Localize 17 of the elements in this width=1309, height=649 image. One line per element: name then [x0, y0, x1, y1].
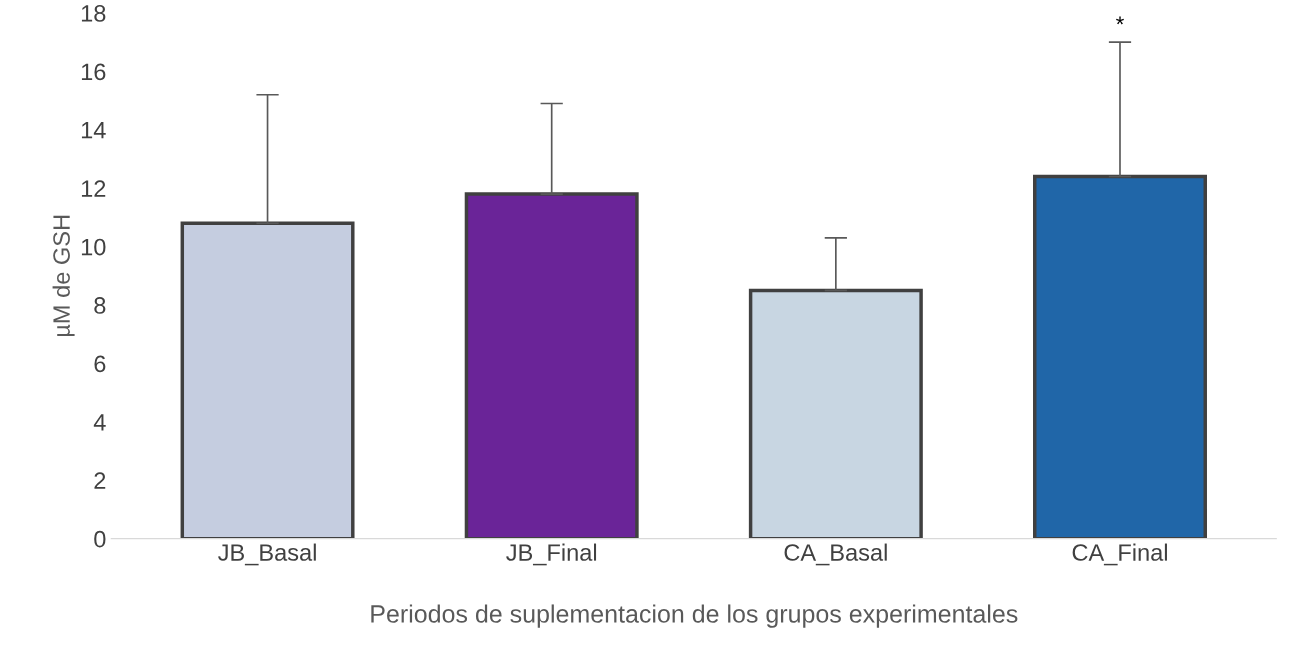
y-tick-label: 16	[81, 63, 106, 81]
x-tick-label: JB_Basal	[218, 543, 316, 566]
x-tick-label: CA_Final	[1072, 543, 1167, 566]
x-tick-label: CA_Basal	[784, 543, 887, 566]
y-tick-label: 8	[94, 297, 106, 314]
y-tick-label: 6	[94, 355, 106, 373]
x-axis-title: Periodos de suplementacion de los grupos experimentales	[371, 604, 1018, 628]
x-tick-label: JB_Final	[506, 543, 597, 566]
y-tick-label: 4	[93, 414, 106, 431]
annotation: *	[1116, 16, 1124, 25]
y-tick-label: 14	[81, 122, 106, 139]
y-tick-label: 0	[94, 530, 106, 548]
y-tick-label: 2	[94, 472, 106, 489]
y-tick-label: 10	[81, 238, 106, 256]
y-tick-label: 18	[81, 5, 106, 22]
y-tick-label: 12	[81, 180, 106, 197]
y-axis-title: µM de GSH	[52, 215, 75, 337]
